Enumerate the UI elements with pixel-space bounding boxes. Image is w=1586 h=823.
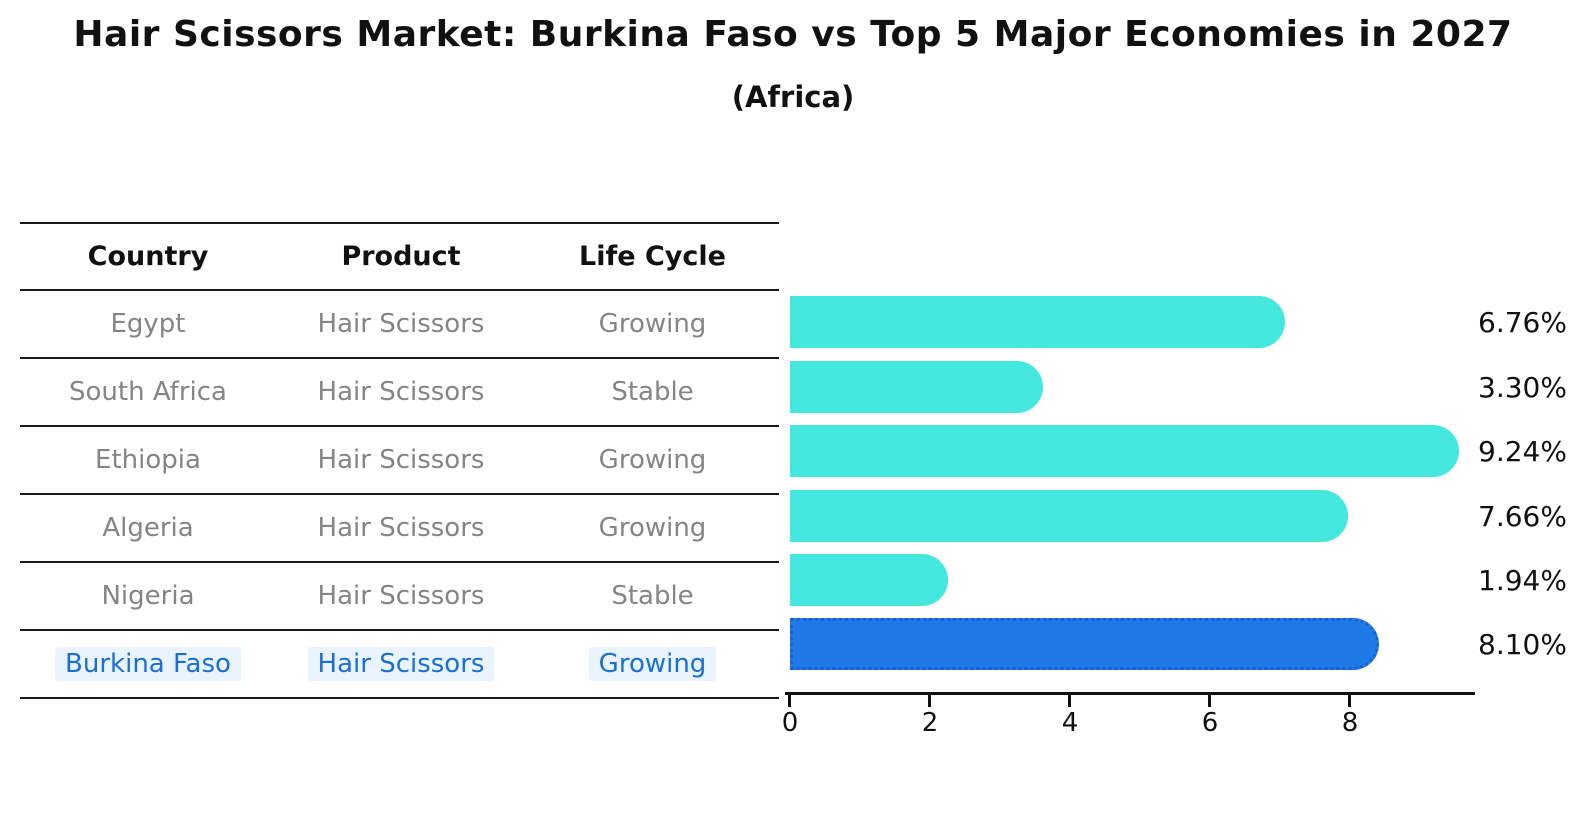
table-row-highlighted: Burkina Faso Hair Scissors Growing bbox=[20, 629, 779, 699]
life-cycle-label: Growing bbox=[598, 445, 707, 475]
table-header-row: Country Product Life Cycle bbox=[20, 222, 779, 289]
bar-ethiopia bbox=[790, 425, 1459, 477]
country-label: Burkina Faso bbox=[55, 647, 241, 681]
x-tick-mark bbox=[1348, 695, 1351, 707]
life-cycle-cell: Stable bbox=[526, 377, 779, 407]
column-header-country: Country bbox=[87, 241, 209, 272]
bar-value-label: 6.76% bbox=[1478, 305, 1567, 339]
country-cell: Burkina Faso bbox=[20, 647, 276, 681]
table-row: South Africa Hair Scissors Stable bbox=[20, 357, 779, 425]
country-cell: Egypt bbox=[20, 309, 276, 339]
country-label: South Africa bbox=[69, 377, 227, 407]
table-row: Egypt Hair Scissors Growing bbox=[20, 289, 779, 357]
product-label: Hair Scissors bbox=[317, 377, 485, 407]
product-cell: Hair Scissors bbox=[276, 377, 526, 407]
product-label: Hair Scissors bbox=[317, 581, 485, 611]
product-label: Hair Scissors bbox=[317, 513, 485, 543]
life-cycle-label: Stable bbox=[611, 581, 694, 611]
x-tick-label: 8 bbox=[1341, 708, 1359, 738]
country-cell: Nigeria bbox=[20, 581, 276, 611]
x-tick-mark bbox=[928, 695, 931, 707]
product-label: Hair Scissors bbox=[317, 445, 485, 475]
bar-value-label: 1.94% bbox=[1478, 563, 1567, 597]
life-cycle-cell: Growing bbox=[526, 513, 779, 543]
x-tick-label: 0 bbox=[781, 708, 799, 738]
x-tick-mark bbox=[788, 695, 791, 707]
x-tick-mark bbox=[1068, 695, 1071, 707]
bar-value-label: 9.24% bbox=[1478, 434, 1567, 468]
life-cycle-label: Growing bbox=[588, 647, 717, 681]
product-cell: Hair Scissors bbox=[276, 309, 526, 339]
life-cycle-cell: Growing bbox=[526, 445, 779, 475]
bar-algeria bbox=[790, 490, 1348, 542]
country-label: Algeria bbox=[102, 513, 194, 543]
table-row: Algeria Hair Scissors Growing bbox=[20, 493, 779, 561]
x-tick-label: 6 bbox=[1201, 708, 1219, 738]
x-tick-mark bbox=[1208, 695, 1211, 707]
x-axis-line bbox=[785, 692, 1475, 695]
life-cycle-label: Growing bbox=[598, 309, 707, 339]
country-label: Ethiopia bbox=[95, 445, 201, 475]
product-cell: Hair Scissors bbox=[276, 513, 526, 543]
product-label: Hair Scissors bbox=[317, 309, 485, 339]
product-label: Hair Scissors bbox=[307, 647, 495, 681]
product-cell: Hair Scissors bbox=[276, 445, 526, 475]
x-tick-label: 4 bbox=[1061, 708, 1079, 738]
country-cell: South Africa bbox=[20, 377, 276, 407]
chart-title: Hair Scissors Market: Burkina Faso vs To… bbox=[73, 14, 1513, 55]
life-cycle-label: Growing bbox=[598, 513, 707, 543]
country-label: Nigeria bbox=[101, 581, 195, 611]
country-label: Egypt bbox=[110, 309, 186, 339]
country-cell: Algeria bbox=[20, 513, 276, 543]
column-header-life-cycle: Life Cycle bbox=[579, 241, 726, 272]
bar-value-label: 8.10% bbox=[1478, 627, 1567, 661]
life-cycle-cell: Growing bbox=[526, 309, 779, 339]
summary-table: Country Product Life Cycle Egypt Hair Sc… bbox=[20, 222, 779, 699]
chart-subtitle: (Africa) bbox=[731, 80, 855, 114]
x-tick-label: 2 bbox=[921, 708, 939, 738]
product-cell: Hair Scissors bbox=[276, 581, 526, 611]
product-cell: Hair Scissors bbox=[276, 647, 526, 681]
country-cell: Ethiopia bbox=[20, 445, 276, 475]
table-row: Ethiopia Hair Scissors Growing bbox=[20, 425, 779, 493]
bar-south-africa bbox=[790, 361, 1043, 413]
column-header-product: Product bbox=[341, 241, 461, 272]
bar-egypt bbox=[790, 296, 1285, 348]
life-cycle-cell: Stable bbox=[526, 581, 779, 611]
bar-value-label: 7.66% bbox=[1478, 499, 1567, 533]
life-cycle-label: Stable bbox=[611, 377, 694, 407]
bar-value-label: 3.30% bbox=[1478, 370, 1567, 404]
life-cycle-cell: Growing bbox=[526, 647, 779, 681]
bar-burkina-faso-highlighted bbox=[790, 618, 1379, 670]
table-row: Nigeria Hair Scissors Stable bbox=[20, 561, 779, 629]
bar-nigeria bbox=[790, 554, 948, 606]
